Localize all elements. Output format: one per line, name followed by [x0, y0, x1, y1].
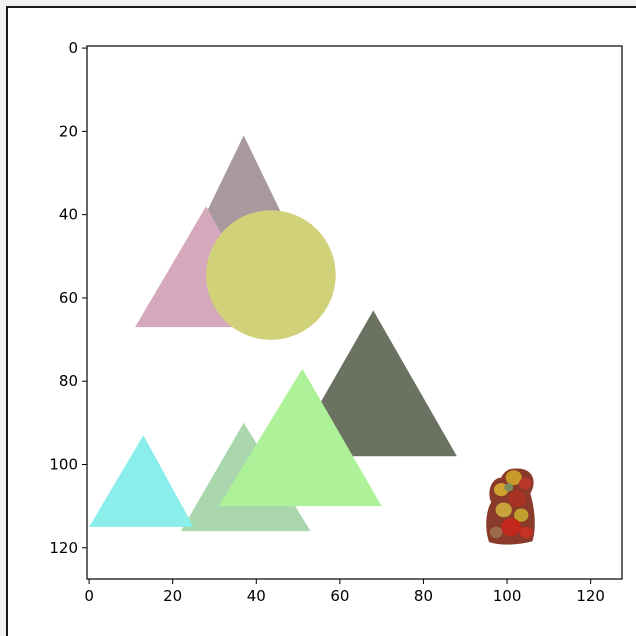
- plot-border: [86, 45, 623, 580]
- ticks-layer: 0 20 40 60 80 100 120 0 20 40 60 80 100 120: [49, 39, 605, 605]
- x-tick-label: 100: [493, 587, 522, 605]
- shapes-layer: [89, 135, 535, 545]
- sprite-patch-7: [501, 518, 522, 537]
- sprite-patch-8: [489, 526, 503, 539]
- triangle-mark-7: [89, 435, 194, 527]
- x-tick-label: 20: [163, 587, 182, 605]
- x-tick-label: 80: [414, 587, 433, 605]
- x-tick-label: 120: [576, 587, 605, 605]
- y-tick-label: 100: [49, 455, 78, 473]
- y-tick-label: 20: [59, 122, 78, 140]
- x-tick-label: 60: [330, 587, 349, 605]
- sprite-patch-6: [514, 508, 529, 522]
- triangle-mark-6: [218, 368, 382, 507]
- y-tick-label: 80: [59, 372, 78, 390]
- y-tick-label: 0: [68, 39, 78, 57]
- sprite-patch-1: [505, 470, 522, 486]
- x-tick-label: 0: [84, 587, 94, 605]
- sprite-patch-4: [508, 490, 527, 507]
- sprite-patch-5: [495, 502, 512, 518]
- pixel-sprite-mark: [486, 468, 535, 545]
- circle-mark: [206, 210, 336, 340]
- y-tick-label: 120: [49, 539, 78, 557]
- y-tick-label: 40: [59, 206, 78, 224]
- x-tick-label: 40: [247, 587, 266, 605]
- sprite-patch-2: [518, 477, 532, 490]
- y-tick-label: 60: [59, 289, 78, 307]
- sprite-patch-9: [519, 526, 533, 539]
- sprite-patch-10: [504, 483, 514, 492]
